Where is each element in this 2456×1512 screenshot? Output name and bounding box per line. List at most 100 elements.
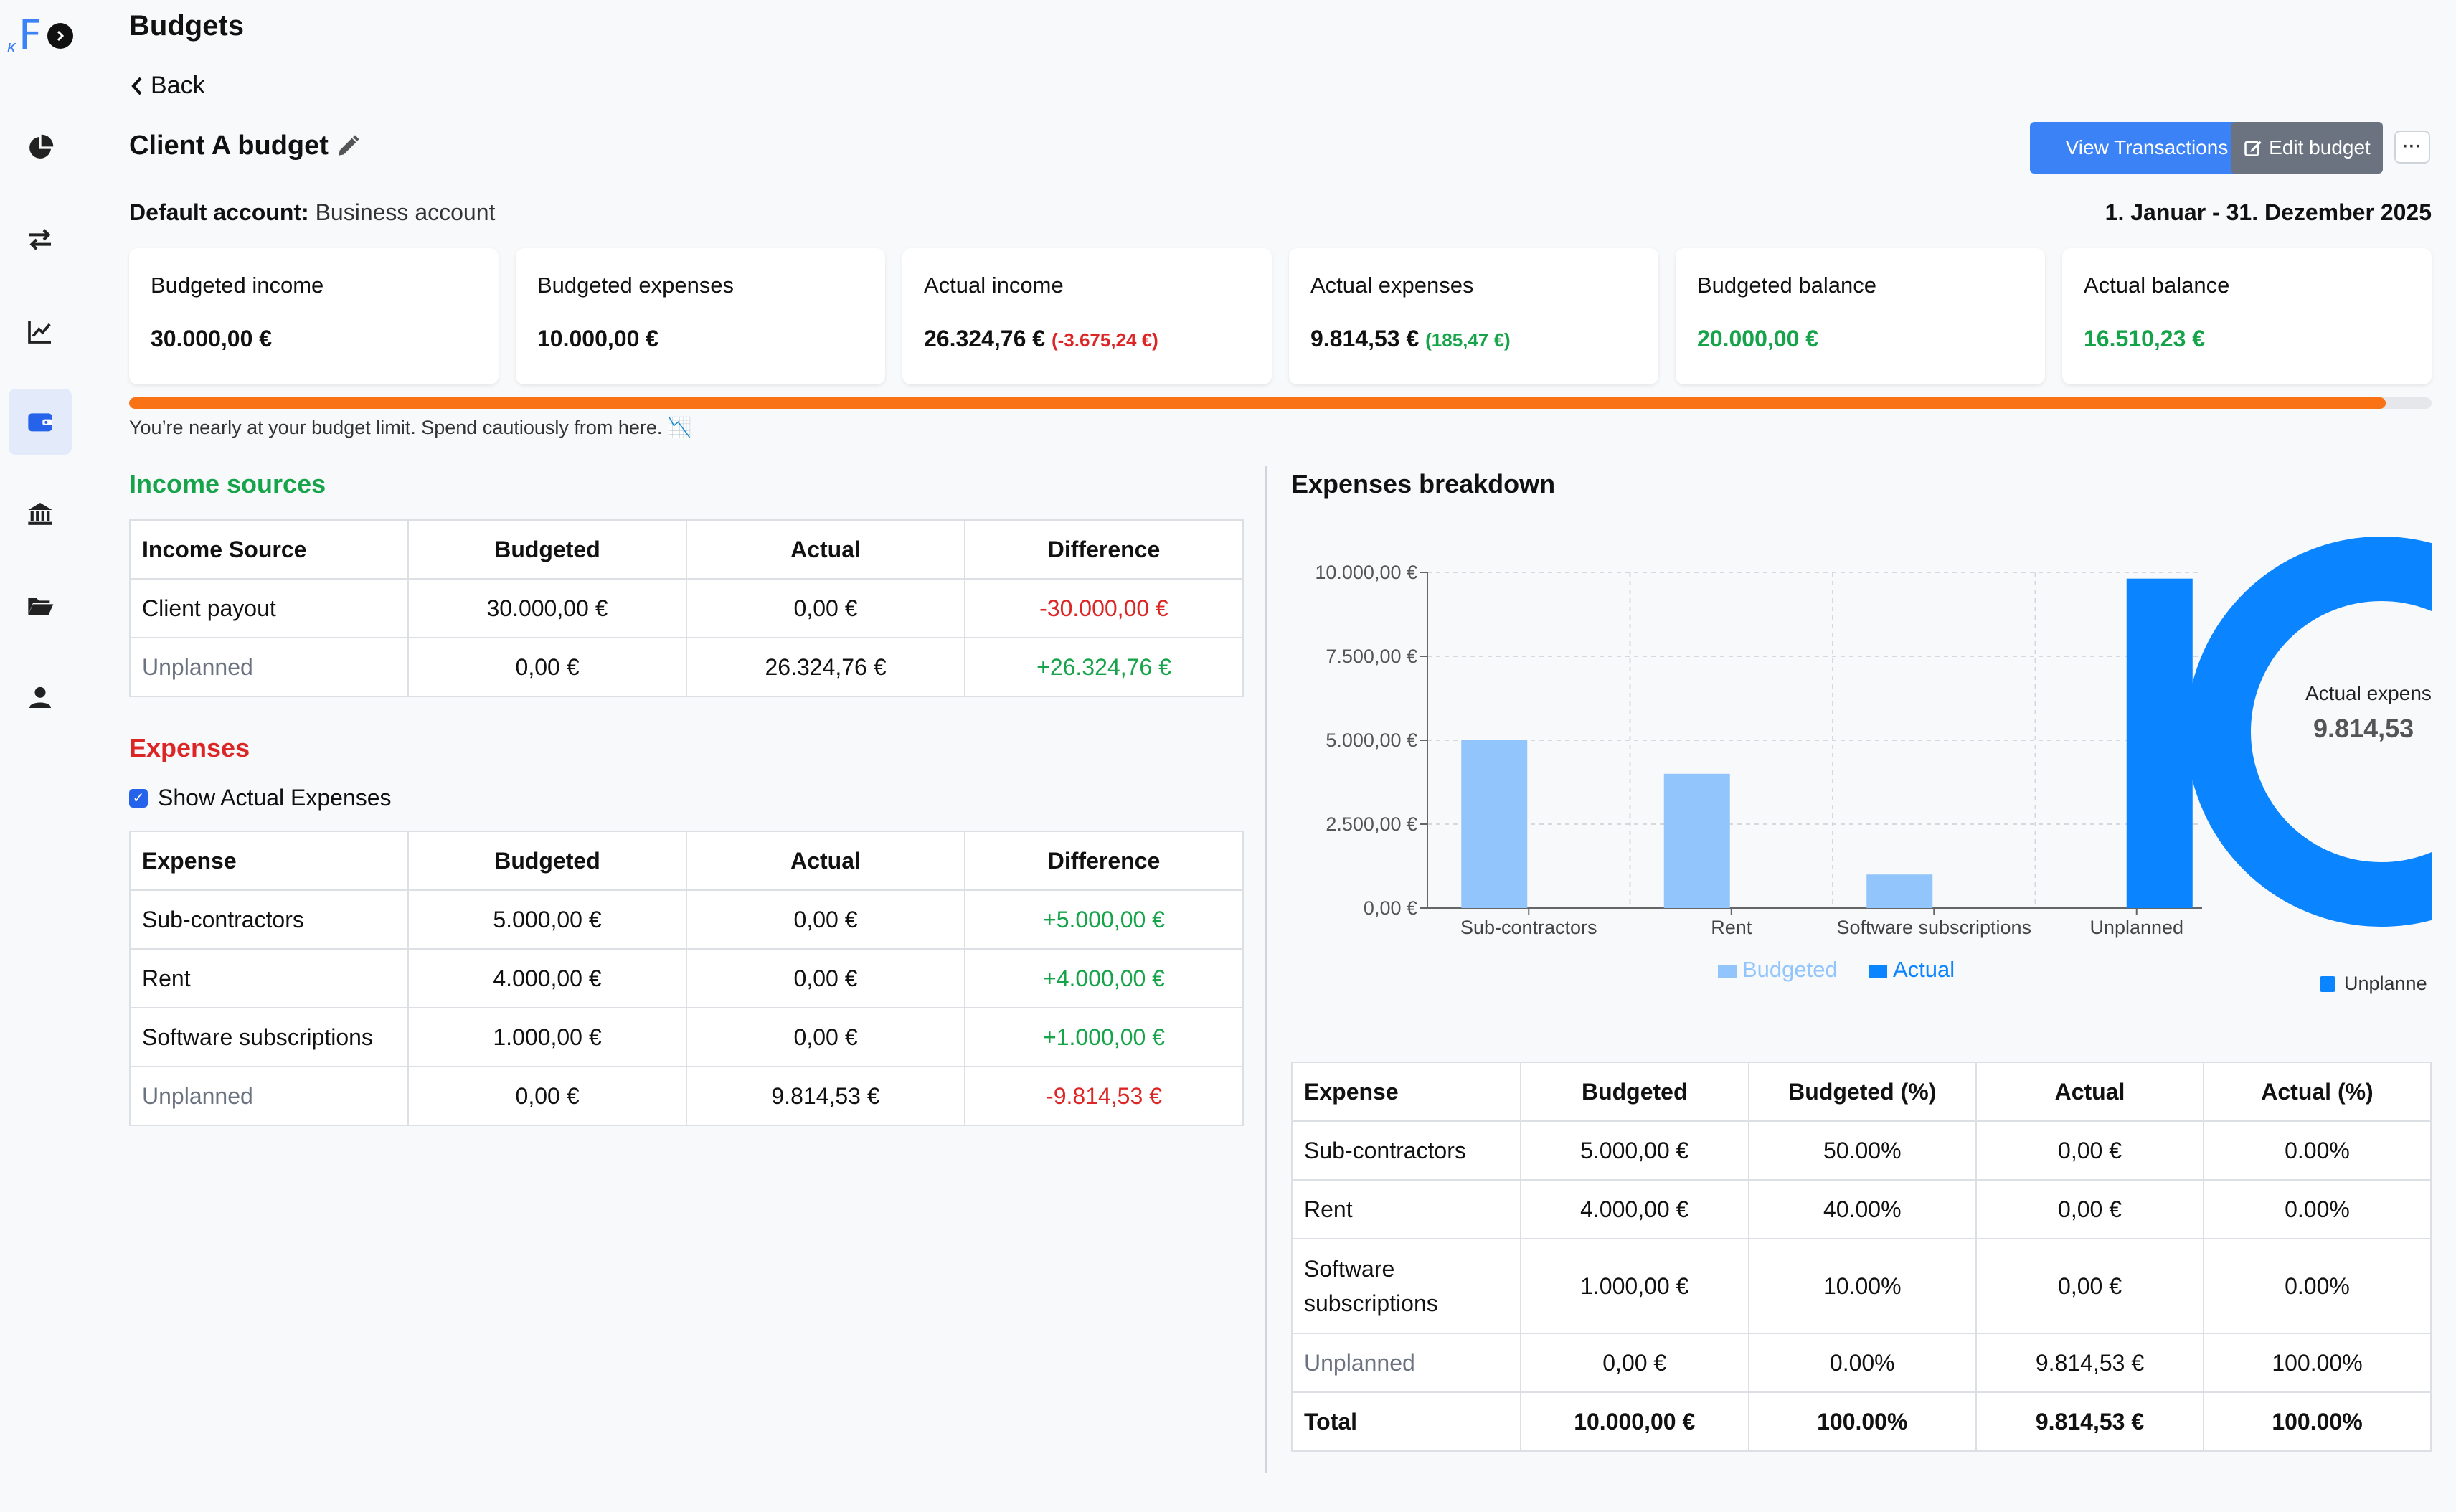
column-header: Actual (%) <box>2202 1062 2432 1122</box>
summary-cards: Budgeted income 30.000,00 € Budgeted exp… <box>129 248 2432 384</box>
budget-name-text: Client A budget <box>129 131 329 161</box>
expense-difference: -9.814,53 € <box>964 1066 1244 1126</box>
table-row: Rent 4.000,00 € 0,00 € +4.000,00 € <box>129 948 1244 1008</box>
more-options-button[interactable]: ··· <box>2394 131 2430 164</box>
sidebar-item-documents[interactable] <box>9 572 72 638</box>
bar-budgeted <box>1461 740 1528 908</box>
expenses-table: Expense Budgeted Actual Difference Sub-c… <box>129 831 1244 1126</box>
column-header: Budgeted <box>1519 1062 1749 1122</box>
income-budgeted: 30.000,00 € <box>407 578 687 638</box>
x-tick-label: Unplanned <box>2089 917 2183 938</box>
column-header: Expense <box>129 831 409 891</box>
budget-warning-message: You’re nearly at your budget limit. Spen… <box>129 417 692 438</box>
wallet-icon <box>28 413 52 432</box>
column-divider <box>1265 466 1267 1473</box>
income-actual: 26.324,76 € <box>686 637 965 697</box>
table-row: Client payout 30.000,00 € 0,00 € -30.000… <box>129 578 1244 638</box>
sidebar-toggle-button[interactable] <box>47 23 73 49</box>
breakdown-total-actual-pct: 100.00% <box>2202 1391 2432 1452</box>
donut-chart-svg: Actual expens <box>2186 537 2432 927</box>
column-header: Budgeted <box>407 831 687 891</box>
expense-difference: +5.000,00 € <box>964 889 1244 950</box>
income-sources-title: Income sources <box>129 469 326 499</box>
show-actual-expenses-checkbox[interactable]: ✓ <box>129 788 148 808</box>
breakdown-expense-name: Software subscriptions <box>1291 1238 1521 1334</box>
view-transactions-button[interactable]: View Transactions <box>2030 122 2264 174</box>
x-tick-label: Software subscriptions <box>1836 917 2031 938</box>
breakdown-expense-name: Sub-contractors <box>1291 1120 1521 1181</box>
donut-slice-unplanned[interactable] <box>2186 537 2432 927</box>
card-diff: (-3.675,24 €) <box>1051 329 1158 351</box>
show-actual-expenses-toggle[interactable]: ✓ Show Actual Expenses <box>129 785 392 811</box>
card-diff: (185,47 €) <box>1425 329 1511 351</box>
income-actual: 0,00 € <box>686 578 965 638</box>
card-value-row: 9.814,53 € (185,47 €) <box>1310 326 1637 352</box>
pencil-icon[interactable] <box>336 134 360 159</box>
bar-budgeted <box>1663 773 1730 908</box>
edit-budget-button[interactable]: Edit budget <box>2231 122 2383 174</box>
column-header: Difference <box>964 831 1244 891</box>
column-header: Budgeted <box>407 519 687 580</box>
legend-label: Actual <box>1893 957 1955 982</box>
income-budgeted: 0,00 € <box>407 637 687 697</box>
show-actual-expenses-label: Show Actual Expenses <box>158 785 392 811</box>
table-row: Software subscriptions 1.000,00 € 0,00 €… <box>129 1007 1244 1067</box>
app-logo[interactable]: κ F <box>7 14 50 57</box>
card-value: 26.324,76 € <box>924 326 1046 351</box>
edit-icon <box>2244 141 2262 156</box>
sidebar-item-dashboard[interactable] <box>9 115 72 181</box>
bank-icon <box>28 503 52 525</box>
breakdown-expense-name: Unplanned <box>1291 1333 1521 1393</box>
card-label: Actual expenses <box>1310 273 1474 298</box>
column-header: Difference <box>964 519 1244 580</box>
date-range: 1. Januar - 31. Dezember 2025 <box>2105 199 2432 225</box>
card-value: 9.814,53 € <box>1310 326 1420 351</box>
breakdown-total-budgeted: 10.000,00 € <box>1519 1391 1749 1452</box>
transfer-arrows-icon <box>29 229 51 250</box>
legend-label: Budgeted <box>1742 957 1838 982</box>
user-icon <box>29 686 51 708</box>
sidebar-item-accounts[interactable] <box>9 481 72 547</box>
card-budgeted-income: Budgeted income 30.000,00 € <box>129 248 499 384</box>
column-header: Budgeted (%) <box>1747 1062 1978 1122</box>
breakdown-total-actual: 9.814,53 € <box>1975 1391 2204 1452</box>
expense-name: Software subscriptions <box>129 1007 409 1067</box>
breakdown-actual: 0,00 € <box>1975 1238 2204 1334</box>
table-row: Unplanned 0,00 € 26.324,76 € +26.324,76 … <box>129 637 1244 697</box>
sidebar-item-transactions[interactable] <box>9 207 72 273</box>
bar-actual <box>2126 578 2193 908</box>
budget-name: Client A budget <box>129 131 360 161</box>
card-value: 20.000,00 € <box>1697 326 1819 351</box>
actual-expenses-donut: Actual expens 9.814,53 <box>2181 531 2432 932</box>
breakdown-budgeted-pct: 40.00% <box>1747 1179 1978 1239</box>
page-title: Budgets <box>129 10 244 42</box>
donut-center-label: Actual expens <box>2305 682 2432 704</box>
y-tick-label: 10.000,00 € <box>1315 562 1417 583</box>
donut-legend-item[interactable]: Unplanne <box>2320 973 2432 995</box>
sidebar-item-reports[interactable] <box>9 298 72 364</box>
card-label: Budgeted balance <box>1697 273 1876 298</box>
card-value: 30.000,00 € <box>151 326 273 351</box>
column-header: Expense <box>1291 1062 1521 1122</box>
legend-swatch <box>2320 975 2335 992</box>
expense-actual: 0,00 € <box>686 948 965 1008</box>
expense-difference: +1.000,00 € <box>964 1007 1244 1067</box>
card-value: 10.000,00 € <box>537 326 659 351</box>
legend-swatch <box>1718 965 1737 978</box>
card-value-row: 26.324,76 € (-3.675,24 €) <box>924 326 1250 352</box>
breakdown-budgeted-pct: 10.00% <box>1747 1238 1978 1334</box>
sidebar-item-profile[interactable] <box>9 664 72 730</box>
expense-budgeted: 5.000,00 € <box>407 889 687 950</box>
breakdown-actual: 0,00 € <box>1975 1120 2204 1181</box>
expense-budgeted: 0,00 € <box>407 1066 687 1126</box>
back-link[interactable]: Back <box>129 72 205 100</box>
breakdown-actual: 0,00 € <box>1975 1179 2204 1239</box>
sidebar: κ F <box>0 0 80 1512</box>
table-header-row: Expense Budgeted Actual Difference <box>129 831 1244 891</box>
default-account-value: Business account <box>315 199 496 225</box>
expense-budgeted: 1.000,00 € <box>407 1007 687 1067</box>
sidebar-item-budgets[interactable] <box>9 389 72 455</box>
expense-name: Unplanned <box>129 1066 409 1126</box>
expenses-breakdown-title: Expenses breakdown <box>1291 469 1556 499</box>
card-budgeted-balance: Budgeted balance 20.000,00 € <box>1676 248 2045 384</box>
